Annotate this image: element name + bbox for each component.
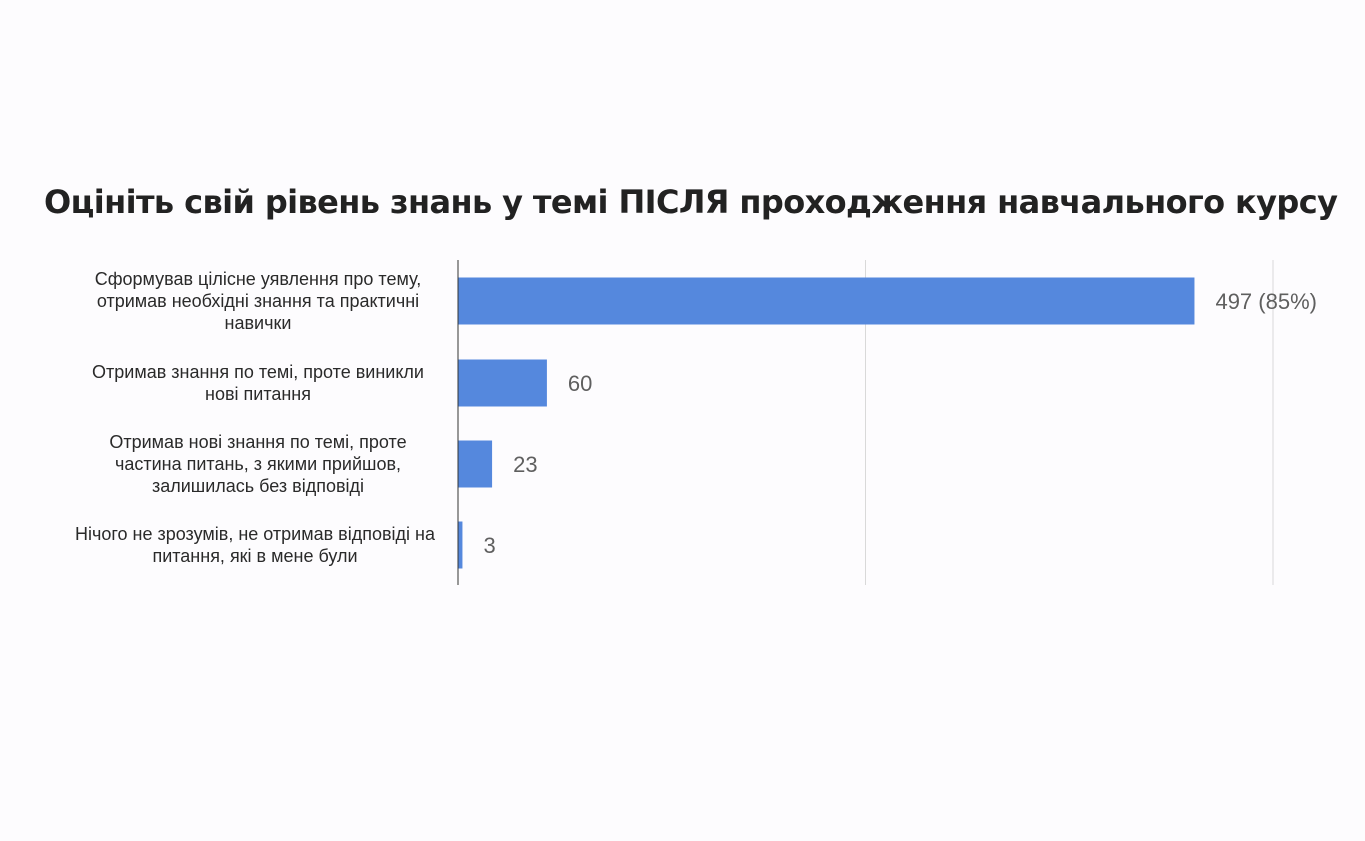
category-label-line: питання, які в мене були	[152, 546, 357, 566]
category-label-line: Сформував цілісне уявлення про тему,	[95, 269, 422, 289]
bar-0	[458, 277, 1195, 325]
data-label-3: 3	[483, 533, 495, 558]
category-labels: Сформував цілісне уявлення про тему, отри…	[75, 269, 436, 566]
category-label-1: Отримав знання по темі, проте виникли нов…	[92, 362, 424, 404]
chart-title: Оцініть свій рівень знань у темі ПІСЛЯ п…	[44, 183, 1338, 221]
category-label-line: частина питань, з якими прийшов,	[115, 454, 401, 474]
category-label-line: Отримав нові знання по темі, проте	[109, 432, 406, 452]
category-label-3: Нічого не зрозумів, не отримав відповіді…	[75, 524, 436, 566]
category-label-2: Отримав нові знання по темі, проте частин…	[109, 432, 406, 496]
category-label-line: Отримав знання по темі, проте виникли	[92, 362, 424, 382]
value-labels: 497 (85%) 60 23 3	[483, 289, 1317, 558]
category-label-0: Сформував цілісне уявлення про тему, отри…	[95, 269, 422, 333]
data-label-0: 497 (85%)	[1215, 289, 1317, 314]
bar-2	[458, 440, 493, 488]
category-label-line: навички	[225, 313, 292, 333]
category-label-line: Нічого не зрозумів, не отримав відповіді…	[75, 524, 436, 544]
bars	[458, 277, 1195, 569]
bar-1	[458, 359, 547, 407]
data-label-1: 60	[568, 371, 592, 396]
bar-3	[458, 521, 463, 569]
category-label-line: отримав необхідні знання та практичні	[97, 291, 419, 311]
category-label-line: залишилась без відповіді	[152, 476, 364, 496]
category-label-line: нові питання	[205, 384, 311, 404]
data-label-2: 23	[513, 452, 537, 477]
